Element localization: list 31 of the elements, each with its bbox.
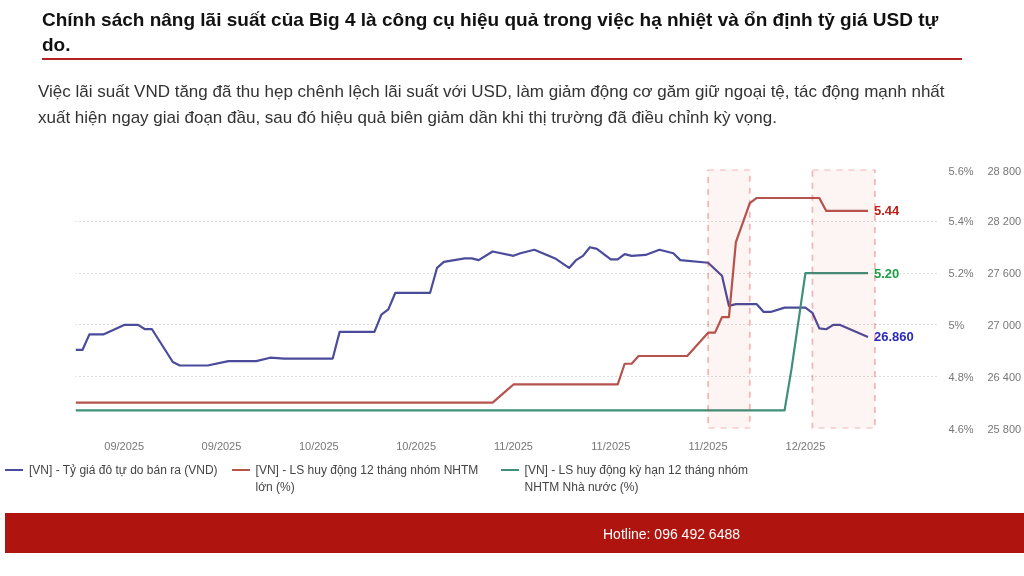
annotation: 5.44 bbox=[873, 203, 901, 219]
line-series bbox=[75, 196, 870, 404]
annotation: 26.860 bbox=[873, 329, 914, 345]
line-series bbox=[75, 246, 870, 367]
x-tick-label: 10/2025 bbox=[396, 439, 437, 452]
chart-title: Chính sách nâng lãi suất của Big 4 là công cụ hiệu quả trong việc hạ nhiệt và ổn định tỷ giá USD tự do. bbox=[42, 8, 962, 58]
x-tick-label: 11/2025 bbox=[591, 439, 631, 452]
chart-subtitle: Việc lãi suất VND tăng đã thu hẹp chênh lệch lãi suất với USD, làm giảm động cơ găm giữ ngoại tệ, tác động mạnh nhất xuất hiện ngay giai đoạn đầu, sau đó hiệu quả biên giảm dần khi thị trường đã điều chỉnh kỳ vọng. bbox=[38, 81, 946, 129]
x-tick-label: 11/2025 bbox=[688, 439, 728, 452]
annotation: 5.20 bbox=[873, 265, 900, 281]
y-tick-label: 5.2% bbox=[948, 267, 974, 280]
y2-tick-label: 28 800 bbox=[987, 164, 1022, 177]
y-tick-label: 4.8% bbox=[948, 370, 974, 383]
y2-tick-label: 26 400 bbox=[987, 370, 1022, 383]
x-tick-label: 10/2025 bbox=[298, 439, 339, 452]
text: Hotline: 096 492 6488 bbox=[603, 525, 740, 544]
x-tick-label: 09/2025 bbox=[201, 439, 242, 452]
y-tick-label: 5.6% bbox=[948, 164, 974, 177]
y-tick-label: 4.6% bbox=[948, 422, 974, 435]
x-tick-label: 09/2025 bbox=[104, 439, 145, 452]
legend-label: [VN] - LS huy động kỳ hạn 12 tháng nhóm NHTM Nhà nước (%) bbox=[524, 462, 750, 497]
y2-tick-label: 28 200 bbox=[987, 215, 1022, 228]
x-tick-label: 11/2025 bbox=[493, 439, 533, 452]
y2-tick-label: 27 600 bbox=[987, 267, 1022, 280]
legend-label: [VN] - LS huy động 12 tháng nhóm NHTM lớn (%) bbox=[255, 462, 480, 497]
legend-label: [VN] - Tỷ giá đô tự do bán ra (VND) bbox=[29, 462, 218, 479]
y2-tick-label: 25 800 bbox=[987, 422, 1022, 435]
y-tick-label: 5.4% bbox=[948, 215, 974, 228]
y-tick-label: 5% bbox=[948, 318, 965, 331]
y2-tick-label: 27 000 bbox=[987, 318, 1022, 331]
x-tick-label: 12/2025 bbox=[785, 439, 826, 452]
